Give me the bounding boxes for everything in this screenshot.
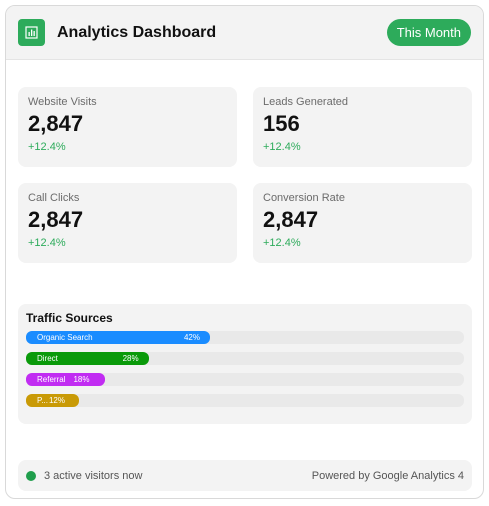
traffic-source-label: Direct	[37, 354, 58, 363]
stat-label: Call Clicks	[28, 192, 80, 204]
stat-value: 2,847	[263, 207, 319, 232]
stat-label: Conversion Rate	[263, 192, 345, 204]
stat-value: 156	[263, 111, 300, 136]
traffic-source-label: P...	[37, 396, 48, 405]
traffic-source-percent: 42%	[183, 333, 200, 342]
page-title: Analytics Dashboard	[57, 23, 217, 41]
traffic-source-percent: 18%	[73, 375, 90, 384]
active-visitors: 3 active visitors now	[26, 470, 312, 482]
period-selector-button[interactable]: This Month	[386, 19, 471, 46]
traffic-bar-track: Organic Search 42%	[26, 331, 464, 344]
stat-label: Website Visits	[28, 96, 97, 108]
traffic-bar-track: P... 12%	[26, 394, 464, 407]
traffic-bar-paid: P... 12%	[26, 394, 79, 407]
traffic-sources-title: Traffic Sources	[26, 311, 113, 325]
stat-change: +12.4%	[263, 141, 301, 153]
stat-card-call-clicks: Call Clicks 2,847 +12.4%	[18, 183, 237, 263]
live-status-dot-icon	[26, 470, 36, 481]
dashboard-header: Analytics Dashboard This Month	[6, 6, 483, 60]
powered-by-text: Powered by Google Analytics 4	[311, 469, 464, 482]
traffic-bar-track: Direct 28%	[26, 352, 464, 365]
stat-card-website-visits: Website Visits 2,847 +12.4%	[18, 87, 237, 167]
bar-chart-icon	[18, 19, 45, 46]
traffic-source-percent: 12%	[48, 396, 65, 405]
dashboard-footer: 3 active visitors now Powered by Google …	[18, 460, 472, 491]
stat-change: +12.4%	[28, 237, 66, 249]
stats-grid: Website Visits 2,847 +12.4% Leads Genera…	[18, 87, 472, 263]
stat-value: 2,847	[28, 111, 84, 136]
traffic-bar-direct: Direct 28%	[26, 352, 149, 365]
active-visitors-text: 3 active visitors now	[44, 469, 143, 482]
stat-value: 2,847	[28, 207, 84, 232]
stat-card-leads-generated: Leads Generated 156 +12.4%	[253, 87, 472, 167]
stat-change: +12.4%	[263, 237, 301, 249]
stat-change: +12.4%	[28, 141, 66, 153]
traffic-source-label: Organic Search	[37, 333, 93, 342]
traffic-bar-organic-search: Organic Search 42%	[26, 331, 210, 344]
traffic-bar-referral: Referral 18%	[26, 373, 105, 386]
traffic-source-percent: 28%	[122, 354, 139, 363]
stat-card-conversion-rate: Conversion Rate 2,847 +12.4%	[253, 183, 472, 263]
traffic-sources-panel: Traffic Sources Organic Search 42% Direc…	[18, 304, 472, 424]
traffic-source-label: Referral	[37, 375, 66, 384]
analytics-card: Analytics Dashboard This Month Website V…	[5, 5, 484, 499]
stat-label: Leads Generated	[263, 96, 349, 108]
traffic-bar-track: Referral 18%	[26, 373, 464, 386]
